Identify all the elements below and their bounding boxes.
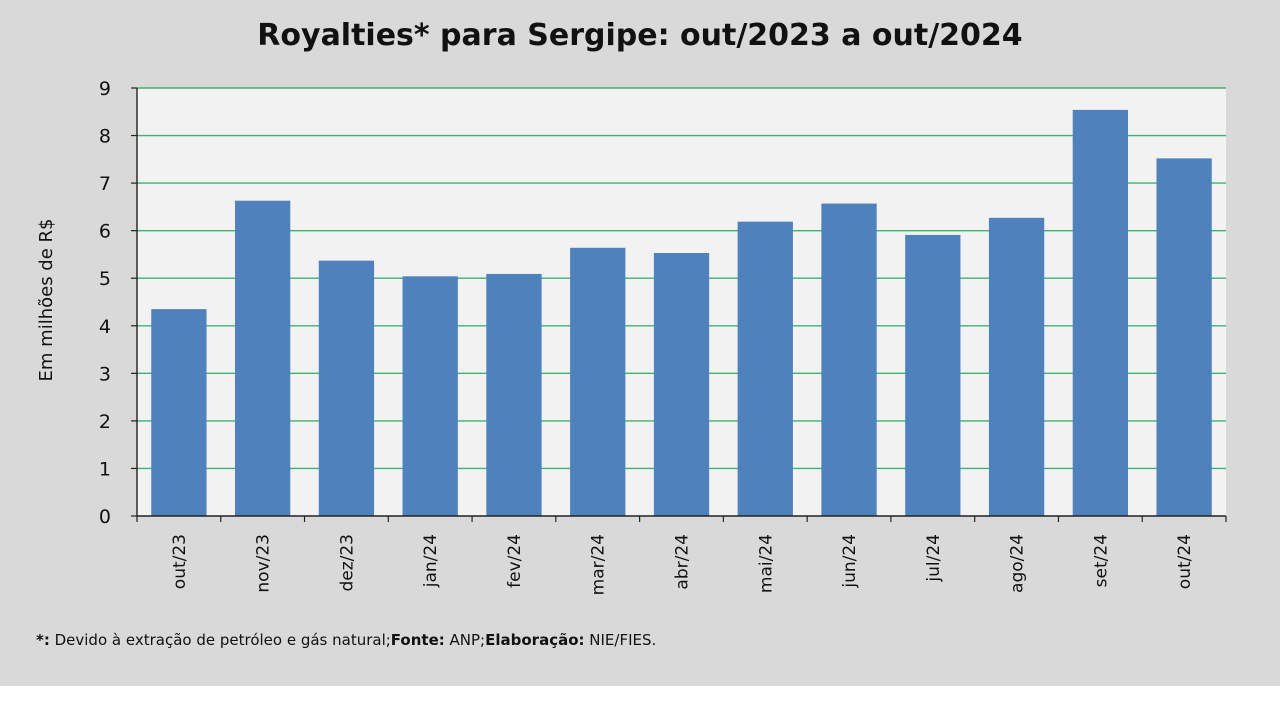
bar xyxy=(988,217,1045,516)
x-tick-labels: out/23 nov/23 dez/23 jan/24 fev/24 mar/24 abr/… xyxy=(170,534,1195,595)
y-axis-label: Em milhões de R$ xyxy=(36,219,57,382)
footnote-mark: *: xyxy=(36,631,50,649)
x-tick-label: jun/24 xyxy=(840,534,860,589)
footnote: *: Devido à extração de petróleo e gás n… xyxy=(36,631,656,649)
y-tick-label: 0 xyxy=(99,506,111,528)
y-tick-label: 4 xyxy=(99,316,111,338)
x-tick-label: mai/24 xyxy=(756,534,776,593)
bar xyxy=(570,247,626,516)
bar xyxy=(1156,158,1212,517)
bar xyxy=(737,221,793,516)
x-tick-label: jan/24 xyxy=(421,534,441,588)
bar xyxy=(318,260,375,516)
footnote-elaboration-label: Elaboração: xyxy=(485,631,585,649)
x-tick-label: out/24 xyxy=(1175,534,1195,589)
y-tick-label: 7 xyxy=(99,173,111,195)
bar xyxy=(1072,109,1128,517)
axes xyxy=(131,87,1227,522)
footnote-source-label: Fonte: xyxy=(390,631,445,649)
y-tick-label: 8 xyxy=(99,126,111,148)
x-tick-label: fev/24 xyxy=(505,534,525,588)
bar-chart: 0 1 2 3 4 5 6 7 8 9 out/23 nov/23 dez/23 jan/24 fev/2… xyxy=(36,78,1227,595)
x-tick-label: dez/23 xyxy=(337,534,357,592)
footnote-note: Devido à extração de petróleo e gás natu… xyxy=(49,631,391,649)
footnote-source: ANP; xyxy=(444,631,486,649)
y-tick-label: 1 xyxy=(99,458,111,480)
chart-title: Royalties* para Sergipe: out/2023 a out/… xyxy=(257,18,1023,53)
y-tick-labels: 0 1 2 3 4 5 6 7 8 9 xyxy=(99,78,111,528)
x-tick-label: nov/23 xyxy=(254,534,274,593)
bar xyxy=(653,253,710,517)
x-tick-label: out/23 xyxy=(170,534,190,589)
x-tick-label: abr/24 xyxy=(673,534,693,590)
footnote-elaboration: NIE/FIES. xyxy=(584,631,657,649)
x-tick-label: mar/24 xyxy=(589,534,609,595)
y-tick-label: 2 xyxy=(99,411,111,433)
y-tick-label: 5 xyxy=(99,268,111,290)
x-tick-label: set/24 xyxy=(1091,534,1111,587)
bar xyxy=(486,273,542,516)
x-tick-label: jul/24 xyxy=(924,534,944,583)
y-tick-label: 6 xyxy=(99,221,111,243)
chart-frame: Royalties* para Sergipe: out/2023 a out/… xyxy=(0,0,1280,686)
y-tick-label: 3 xyxy=(99,363,111,385)
bar xyxy=(235,200,291,516)
bars xyxy=(151,109,1212,517)
bar xyxy=(402,276,458,516)
bar xyxy=(905,234,961,517)
x-tick-label: ago/24 xyxy=(1008,534,1028,593)
bar xyxy=(151,309,207,516)
bar xyxy=(821,203,877,516)
y-tick-label: 9 xyxy=(99,78,111,100)
